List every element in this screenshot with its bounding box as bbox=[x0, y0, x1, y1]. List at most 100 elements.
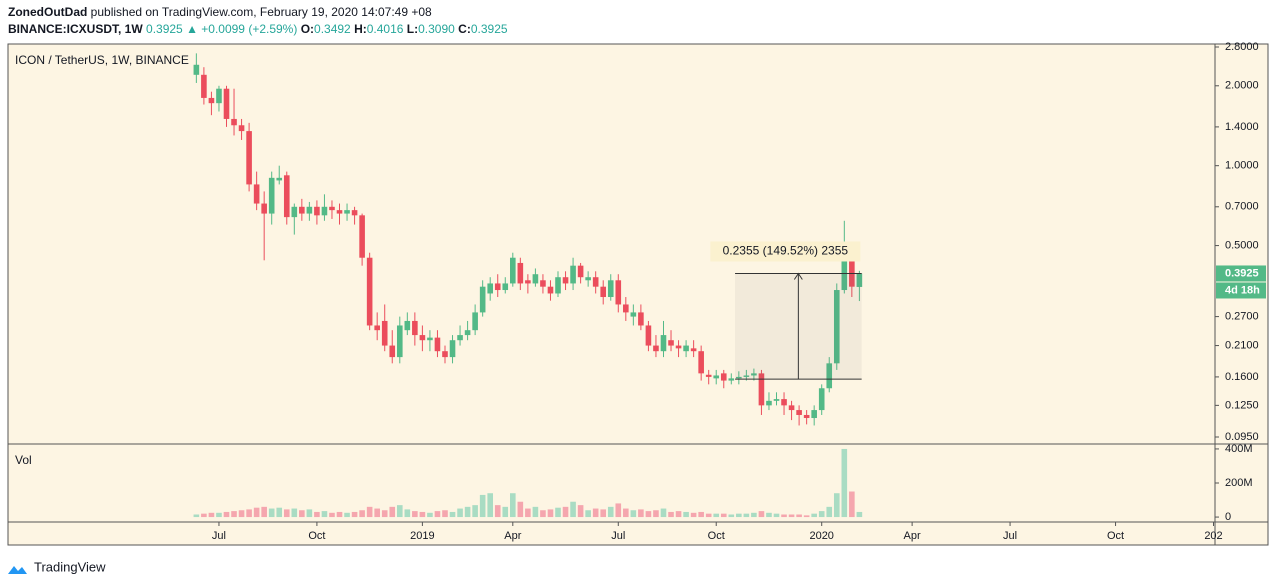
volume-bar bbox=[193, 514, 200, 518]
candle-body bbox=[336, 210, 343, 214]
volume-tick-label: 0 bbox=[1225, 511, 1231, 523]
y-tick-label: 0.7000 bbox=[1225, 201, 1259, 213]
candle-body bbox=[389, 345, 396, 358]
volume-bar bbox=[758, 511, 765, 518]
volume-bar bbox=[818, 511, 825, 518]
candle-body bbox=[585, 277, 591, 281]
footer-logo: TradingView bbox=[34, 559, 106, 574]
candle-body bbox=[728, 378, 735, 381]
volume-bar bbox=[577, 505, 584, 518]
volume-bar bbox=[773, 513, 780, 518]
candle-body bbox=[231, 118, 237, 126]
volume-bar bbox=[246, 509, 252, 518]
candle-body bbox=[773, 399, 780, 401]
volume-bar bbox=[547, 509, 554, 518]
volume-bar bbox=[299, 510, 305, 518]
candle-body bbox=[592, 277, 599, 287]
candle-body bbox=[856, 273, 863, 287]
candle-body bbox=[577, 265, 584, 278]
y-tick-label: 1.0000 bbox=[1225, 160, 1259, 172]
volume-bar bbox=[396, 505, 403, 518]
candle-body bbox=[705, 374, 712, 377]
candle-body bbox=[623, 304, 629, 313]
volume-bar bbox=[751, 512, 757, 518]
y-tick-label: 0.1600 bbox=[1225, 371, 1259, 383]
volume-bar bbox=[826, 506, 833, 518]
candle-body bbox=[208, 97, 215, 104]
candle-body bbox=[736, 376, 742, 379]
candle-body bbox=[419, 335, 426, 341]
volume-bar bbox=[306, 509, 313, 518]
volume-bar bbox=[457, 508, 463, 518]
candle-body bbox=[396, 325, 403, 358]
volume-bar bbox=[638, 509, 644, 518]
candle-body bbox=[607, 280, 614, 298]
volume-bar bbox=[268, 508, 275, 518]
chart-frame bbox=[7, 43, 1269, 546]
publish-line: ZonedOutDad published on TradingView.com… bbox=[8, 5, 432, 19]
candle-body bbox=[457, 335, 463, 341]
candle-body bbox=[562, 277, 569, 284]
candle-body bbox=[653, 345, 659, 352]
volume-bar bbox=[600, 509, 607, 518]
volume-bar bbox=[698, 511, 704, 518]
volume-bar bbox=[261, 506, 267, 518]
measure-label-bg bbox=[710, 241, 861, 262]
x-tick-label: Oct bbox=[308, 530, 325, 542]
candle-body bbox=[683, 345, 689, 352]
candle-body bbox=[238, 125, 245, 132]
x-tick-label: 2019 bbox=[410, 530, 434, 542]
volume-bar bbox=[705, 513, 712, 518]
volume-bar bbox=[690, 512, 697, 518]
candle-body bbox=[253, 184, 260, 204]
x-tick-label: Oct bbox=[708, 530, 725, 542]
candle-body bbox=[532, 274, 539, 284]
candle-body bbox=[359, 215, 365, 258]
volume-bar bbox=[494, 505, 501, 518]
candle-body bbox=[811, 410, 817, 419]
candle-body bbox=[306, 206, 313, 214]
volume-bar bbox=[381, 510, 388, 518]
volume-bar bbox=[540, 510, 546, 518]
volume-bar bbox=[713, 513, 720, 518]
candle-body bbox=[690, 348, 697, 352]
volume-bar bbox=[359, 510, 365, 518]
candle-body bbox=[487, 283, 493, 294]
volume-bar bbox=[841, 448, 848, 518]
volume-bar bbox=[208, 512, 215, 518]
volume-bar bbox=[630, 510, 637, 518]
x-tick-label: Jul bbox=[611, 530, 625, 542]
y-tick-label: 0.1250 bbox=[1225, 399, 1259, 411]
volume-bar bbox=[442, 510, 448, 518]
volume-bar bbox=[291, 508, 298, 518]
volume-bar bbox=[592, 508, 599, 518]
volume-bar bbox=[833, 493, 840, 518]
candle-body bbox=[720, 373, 727, 381]
volume-bar bbox=[412, 511, 418, 518]
last-price-box bbox=[1216, 265, 1266, 282]
volume-bar bbox=[276, 507, 283, 518]
x-tick-label: Jul bbox=[1003, 530, 1017, 542]
candle-body bbox=[366, 257, 373, 326]
volume-bar bbox=[336, 511, 343, 518]
volume-bar bbox=[766, 512, 772, 518]
candle-body bbox=[743, 375, 750, 377]
volume-bar bbox=[253, 507, 260, 518]
countdown-box bbox=[1216, 282, 1266, 299]
candle-body bbox=[283, 175, 290, 218]
candle-body bbox=[788, 405, 795, 411]
y-tick-label: 0.5000 bbox=[1225, 239, 1259, 251]
published: published on TradingView.com, February 1… bbox=[90, 5, 432, 19]
h: 0.4016 bbox=[366, 22, 404, 36]
y-tick-label: 0.2700 bbox=[1225, 311, 1259, 323]
candle-body bbox=[291, 206, 298, 218]
candle-body bbox=[329, 206, 335, 211]
candle-body bbox=[600, 286, 607, 298]
volume-bar bbox=[464, 506, 471, 518]
candle-body bbox=[381, 320, 388, 346]
candle-body bbox=[668, 340, 674, 346]
candle-body bbox=[841, 260, 848, 291]
candle-body bbox=[494, 283, 501, 291]
measure-arrow-head bbox=[793, 272, 803, 280]
volume-bar bbox=[668, 511, 674, 518]
